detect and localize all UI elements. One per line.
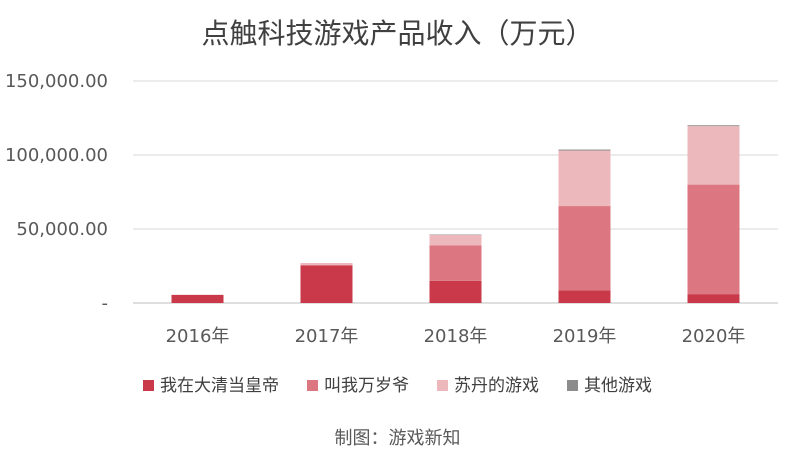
gridlines: [133, 80, 778, 304]
legend-item: 苏丹的游戏: [437, 371, 539, 396]
legend-label: 其他游戏: [584, 376, 652, 396]
legend-item: 叫我万岁爷: [307, 371, 409, 396]
bar-segment: [558, 149, 611, 151]
legend: 我在大清当皇帝 叫我万岁爷 苏丹的游戏 其他游戏: [0, 371, 795, 396]
y-tick-label: -: [102, 293, 109, 314]
bar-segment: [687, 294, 740, 303]
legend-swatch: [307, 380, 318, 391]
legend-label: 苏丹的游戏: [454, 376, 539, 396]
x-tick-label: 2019年: [553, 326, 617, 347]
legend-swatch: [143, 380, 154, 391]
y-tick-label: 150,000.00: [5, 71, 108, 92]
bar-segment: [687, 184, 740, 295]
bar-segment: [687, 125, 740, 127]
legend-item: 我在大清当皇帝: [143, 371, 279, 396]
x-tick-label: 2020年: [682, 326, 746, 347]
legend-item: 其他游戏: [567, 371, 652, 396]
x-tick-label: 2018年: [424, 326, 488, 347]
source-caption: 制图：游戏新知: [334, 428, 461, 449]
y-tick-label: 50,000.00: [16, 219, 108, 240]
bar-segment: [300, 265, 353, 303]
bar-segment: [429, 245, 482, 281]
chart-plot: - 50,000.00 100,000.00 150,000.00 2016年 2017…: [5, 71, 778, 347]
bar-segment: [558, 290, 611, 303]
bar-segment: [558, 206, 611, 291]
x-tick-label: 2017年: [295, 326, 359, 347]
y-tick-label: 100,000.00: [5, 145, 108, 166]
bar-segment: [171, 294, 224, 303]
x-axis-ticks: 2016年 2017年 2018年 2019年 2020年: [166, 326, 746, 347]
bar-segment: [558, 150, 611, 207]
legend-label: 叫我万岁爷: [324, 376, 409, 396]
bar-segment: [429, 280, 482, 303]
legend-label: 我在大清当皇帝: [160, 376, 279, 396]
bar-segment: [429, 234, 482, 246]
chart-title: 点触科技游戏产品收入（万元）: [201, 17, 594, 50]
legend-swatch: [437, 380, 448, 391]
y-axis-ticks: - 50,000.00 100,000.00 150,000.00: [5, 71, 108, 314]
bars: [171, 125, 740, 303]
x-tick-label: 2016年: [166, 326, 230, 347]
legend-swatch: [567, 380, 578, 391]
bar-segment: [687, 126, 740, 185]
bar-segment: [300, 263, 353, 266]
